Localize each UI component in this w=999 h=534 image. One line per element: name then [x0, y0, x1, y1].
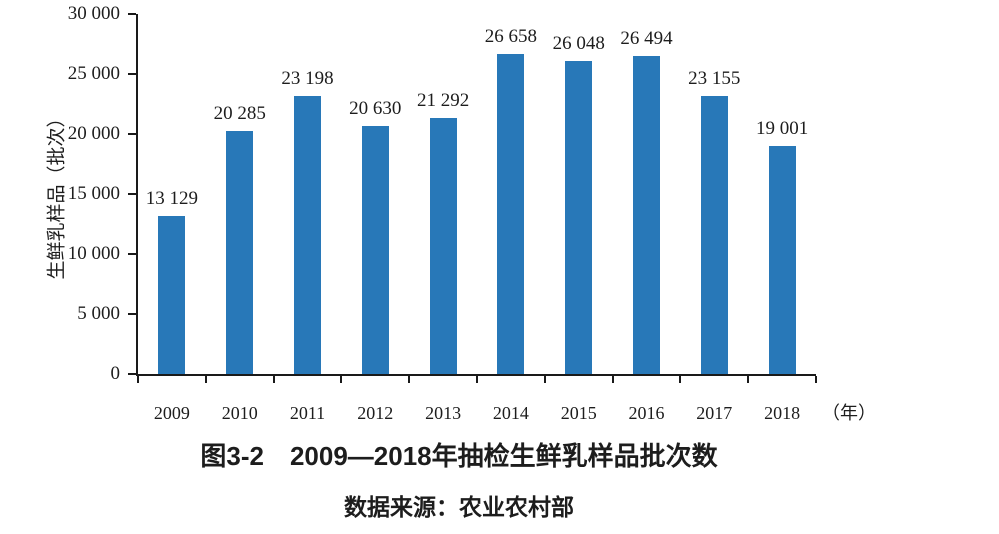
- x-axis-year-label: 2011: [289, 403, 326, 423]
- y-axis-tick: [128, 193, 136, 195]
- x-axis-tick: [679, 376, 682, 383]
- bar: [294, 95, 321, 374]
- x-axis-tick: [272, 376, 275, 383]
- figure-source: 数据来源：农业农村部: [344, 494, 574, 520]
- bar-value-label: 26 494: [620, 28, 673, 50]
- y-axis-tick-label: 5 000: [77, 303, 120, 324]
- x-axis-year-label: 2014: [492, 403, 529, 423]
- x-axis-year-label: 2015: [560, 403, 597, 423]
- x-axis-tick: [340, 376, 343, 383]
- bar: [429, 118, 457, 374]
- bar: [158, 216, 186, 374]
- y-axis-tick: [128, 13, 136, 15]
- x-axis-year-label: 2010: [221, 403, 258, 423]
- bar: [361, 126, 389, 374]
- x-axis-tick: [543, 376, 546, 383]
- x-axis-year-label: 2013: [425, 403, 462, 423]
- y-axis-tick-label: 20 000: [67, 123, 120, 144]
- y-axis-tick: [128, 253, 136, 255]
- bar-value-label: 23 155: [688, 68, 741, 90]
- x-axis-tick: [476, 376, 478, 383]
- x-axis-tick: [204, 376, 207, 383]
- y-axis-tick: [128, 313, 136, 315]
- y-axis-tick-label: 0: [110, 363, 121, 384]
- x-axis-year-label: 2012: [357, 403, 394, 423]
- y-axis-tick-label: 30 000: [67, 3, 120, 24]
- bar-value-label: 20 630: [349, 98, 402, 120]
- y-axis-tick-label: 15 000: [67, 183, 120, 204]
- x-axis-year-label: 2016: [628, 403, 665, 423]
- bar-value-label: 26 048: [552, 33, 605, 55]
- x-axis-line: [136, 374, 816, 376]
- bar: [226, 130, 254, 374]
- figure-caption: 图3-2 2009—2018年抽检生鲜乳样品批次数 数据来源：农业农村部: [0, 440, 918, 521]
- y-axis-tick: [128, 73, 136, 75]
- bar-value-label: 26 658: [484, 26, 538, 48]
- bar: [497, 54, 525, 374]
- x-axis-unit-label: （年）: [822, 403, 876, 423]
- x-axis-year-label: 2009: [153, 403, 190, 423]
- bar-value-label: 13 129: [145, 188, 199, 210]
- bar-value-label: 21 292: [416, 90, 470, 112]
- x-axis-tick: [815, 376, 817, 383]
- x-axis-tick: [611, 376, 614, 383]
- x-axis-tick: [408, 376, 411, 383]
- bar: [700, 96, 728, 374]
- x-axis-tick: [137, 376, 139, 383]
- bar: [633, 56, 660, 374]
- x-axis-year-label: 2018: [764, 403, 801, 423]
- x-axis-year-label: 2017: [696, 403, 733, 423]
- y-axis-line: [136, 14, 138, 376]
- bar-value-label: 19 001: [755, 117, 809, 139]
- x-axis-tick: [747, 376, 750, 383]
- y-axis-tick-label: 10 000: [67, 243, 120, 264]
- plot-area: （年） 0 5 000 10 000 15 000 20 000 25 000 30 000…: [68, 3, 876, 423]
- figure-title: 图3-2 2009—2018年抽检生鲜乳样品批次数: [200, 441, 718, 471]
- y-axis-tick: [128, 373, 136, 375]
- bar-value-label: 23 198: [281, 67, 334, 89]
- bar: [565, 61, 593, 374]
- bar: [768, 145, 796, 374]
- bar-value-label: 20 285: [213, 102, 266, 124]
- y-axis-tick-label: 25 000: [67, 63, 120, 84]
- y-axis-tick: [128, 133, 136, 135]
